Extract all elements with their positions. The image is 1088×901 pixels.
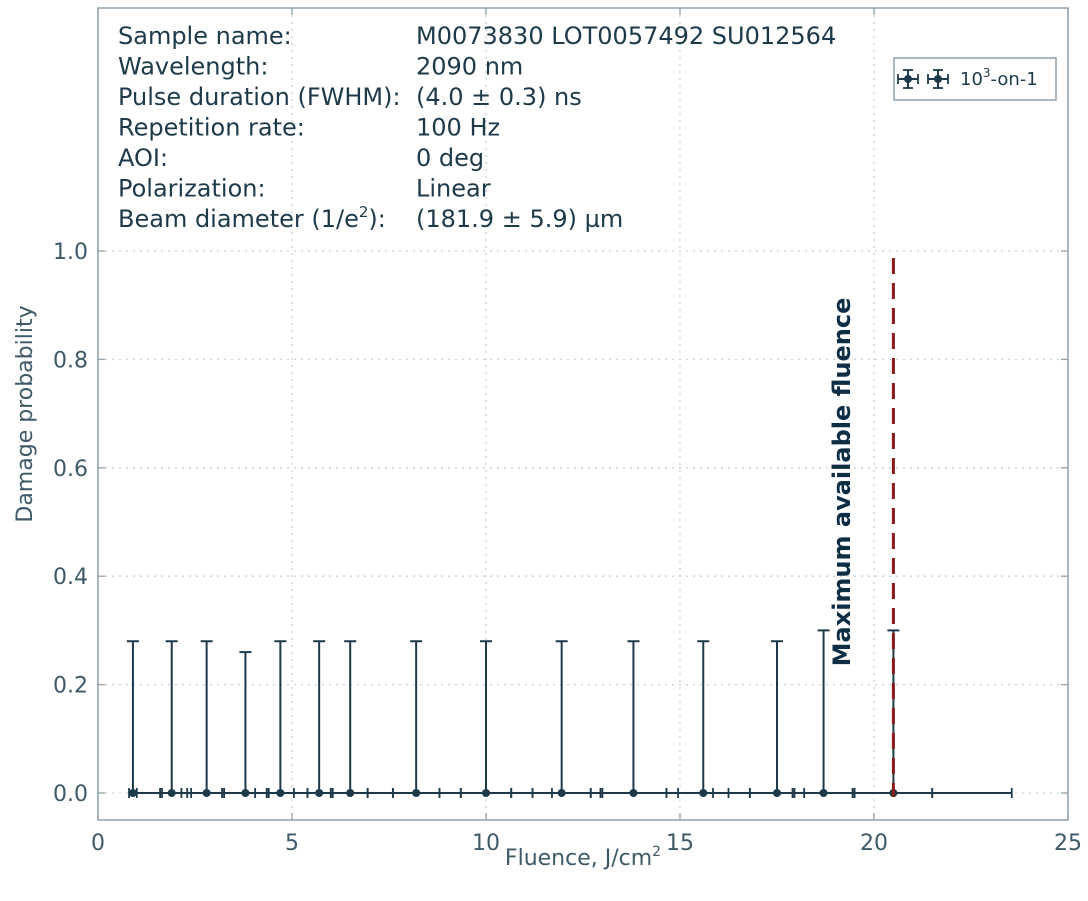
data-point [202, 789, 211, 797]
y-tick-label: 0.0 [53, 782, 88, 807]
y-tick-label: 0.6 [53, 457, 88, 482]
info-key: AOI: [118, 144, 168, 172]
legend-marker [897, 69, 949, 89]
data-point [629, 789, 638, 797]
info-value: (4.0 ± 0.3) ns [416, 83, 582, 111]
legend-point [904, 75, 912, 83]
x-tick-label: 10 [472, 831, 500, 856]
info-key: Wavelength: [118, 53, 268, 81]
x-tick-label: 25 [1054, 831, 1082, 856]
y-axis-label: Damage probability [13, 305, 38, 522]
x-tick-label: 0 [91, 831, 105, 856]
data-points [128, 789, 898, 797]
x-tick-label: 5 [285, 831, 299, 856]
info-value: 2090 nm [416, 53, 523, 81]
info-key-suffix: ): [368, 205, 385, 233]
info-value: 0 deg [416, 144, 484, 172]
info-key-text: Polarization: [118, 175, 266, 203]
info-key: Sample name: [118, 22, 292, 50]
legend: 103-on-1 [893, 57, 1057, 101]
info-key-text: Beam diameter (1/e [118, 205, 359, 233]
info-value: (181.9 ± 5.9) µm [416, 205, 623, 233]
y-tick-label: 0.2 [53, 674, 88, 699]
info-key-text: Wavelength: [118, 53, 268, 81]
plot-frame [97, 7, 1069, 821]
grid [98, 8, 1068, 820]
max-fluence-line-group: Maximum available fluence [828, 258, 895, 797]
data-point [557, 789, 566, 797]
data-point [412, 789, 421, 797]
data-point [699, 789, 708, 797]
max-fluence-annotation: Maximum available fluence [828, 298, 856, 667]
x-tick-label: 15 [666, 831, 694, 856]
info-key-text: Pulse duration (FWHM): [118, 83, 401, 111]
y-tick-label: 0.8 [53, 348, 88, 373]
info-key: Polarization: [118, 175, 266, 203]
legend-label: 103-on-1 [960, 66, 1038, 90]
data-point [128, 789, 137, 797]
info-key: Beam diameter (1/e2): [118, 203, 386, 233]
info-key-text: Repetition rate: [118, 114, 305, 142]
info-key: Repetition rate: [118, 114, 305, 142]
info-key-text: Sample name: [118, 22, 292, 50]
info-key-sup: 2 [359, 203, 369, 221]
data-point [167, 789, 176, 797]
info-value: Linear [416, 175, 491, 203]
x-axis-label: Fluence, J/cm2 [505, 844, 661, 871]
axis-ticks: 0 5 10 15 20 25 0.0 0.2 0.4 0.6 0.8 1.0 [53, 8, 1082, 856]
error-bars [126, 629, 1013, 798]
x-tick-label: 20 [860, 831, 888, 856]
data-point [346, 789, 355, 797]
info-key: Pulse duration (FWHM): [118, 83, 401, 111]
info-value: 100 Hz [416, 114, 500, 142]
data-point [315, 789, 324, 797]
info-value: M0073830 LOT0057492 SU012564 [416, 22, 836, 50]
info-key-text: AOI: [118, 144, 168, 172]
y-tick-label: 0.4 [53, 565, 88, 590]
data-point [241, 789, 250, 797]
data-point [482, 789, 490, 797]
legend-box [893, 57, 1057, 101]
legend-point [934, 75, 942, 83]
data-point [276, 789, 285, 797]
sample-info: Sample name: M0073830 LOT0057492 SU012564… [118, 22, 836, 233]
y-tick-label: 1.0 [53, 240, 88, 265]
data-point [819, 789, 828, 797]
data-point [773, 789, 781, 797]
